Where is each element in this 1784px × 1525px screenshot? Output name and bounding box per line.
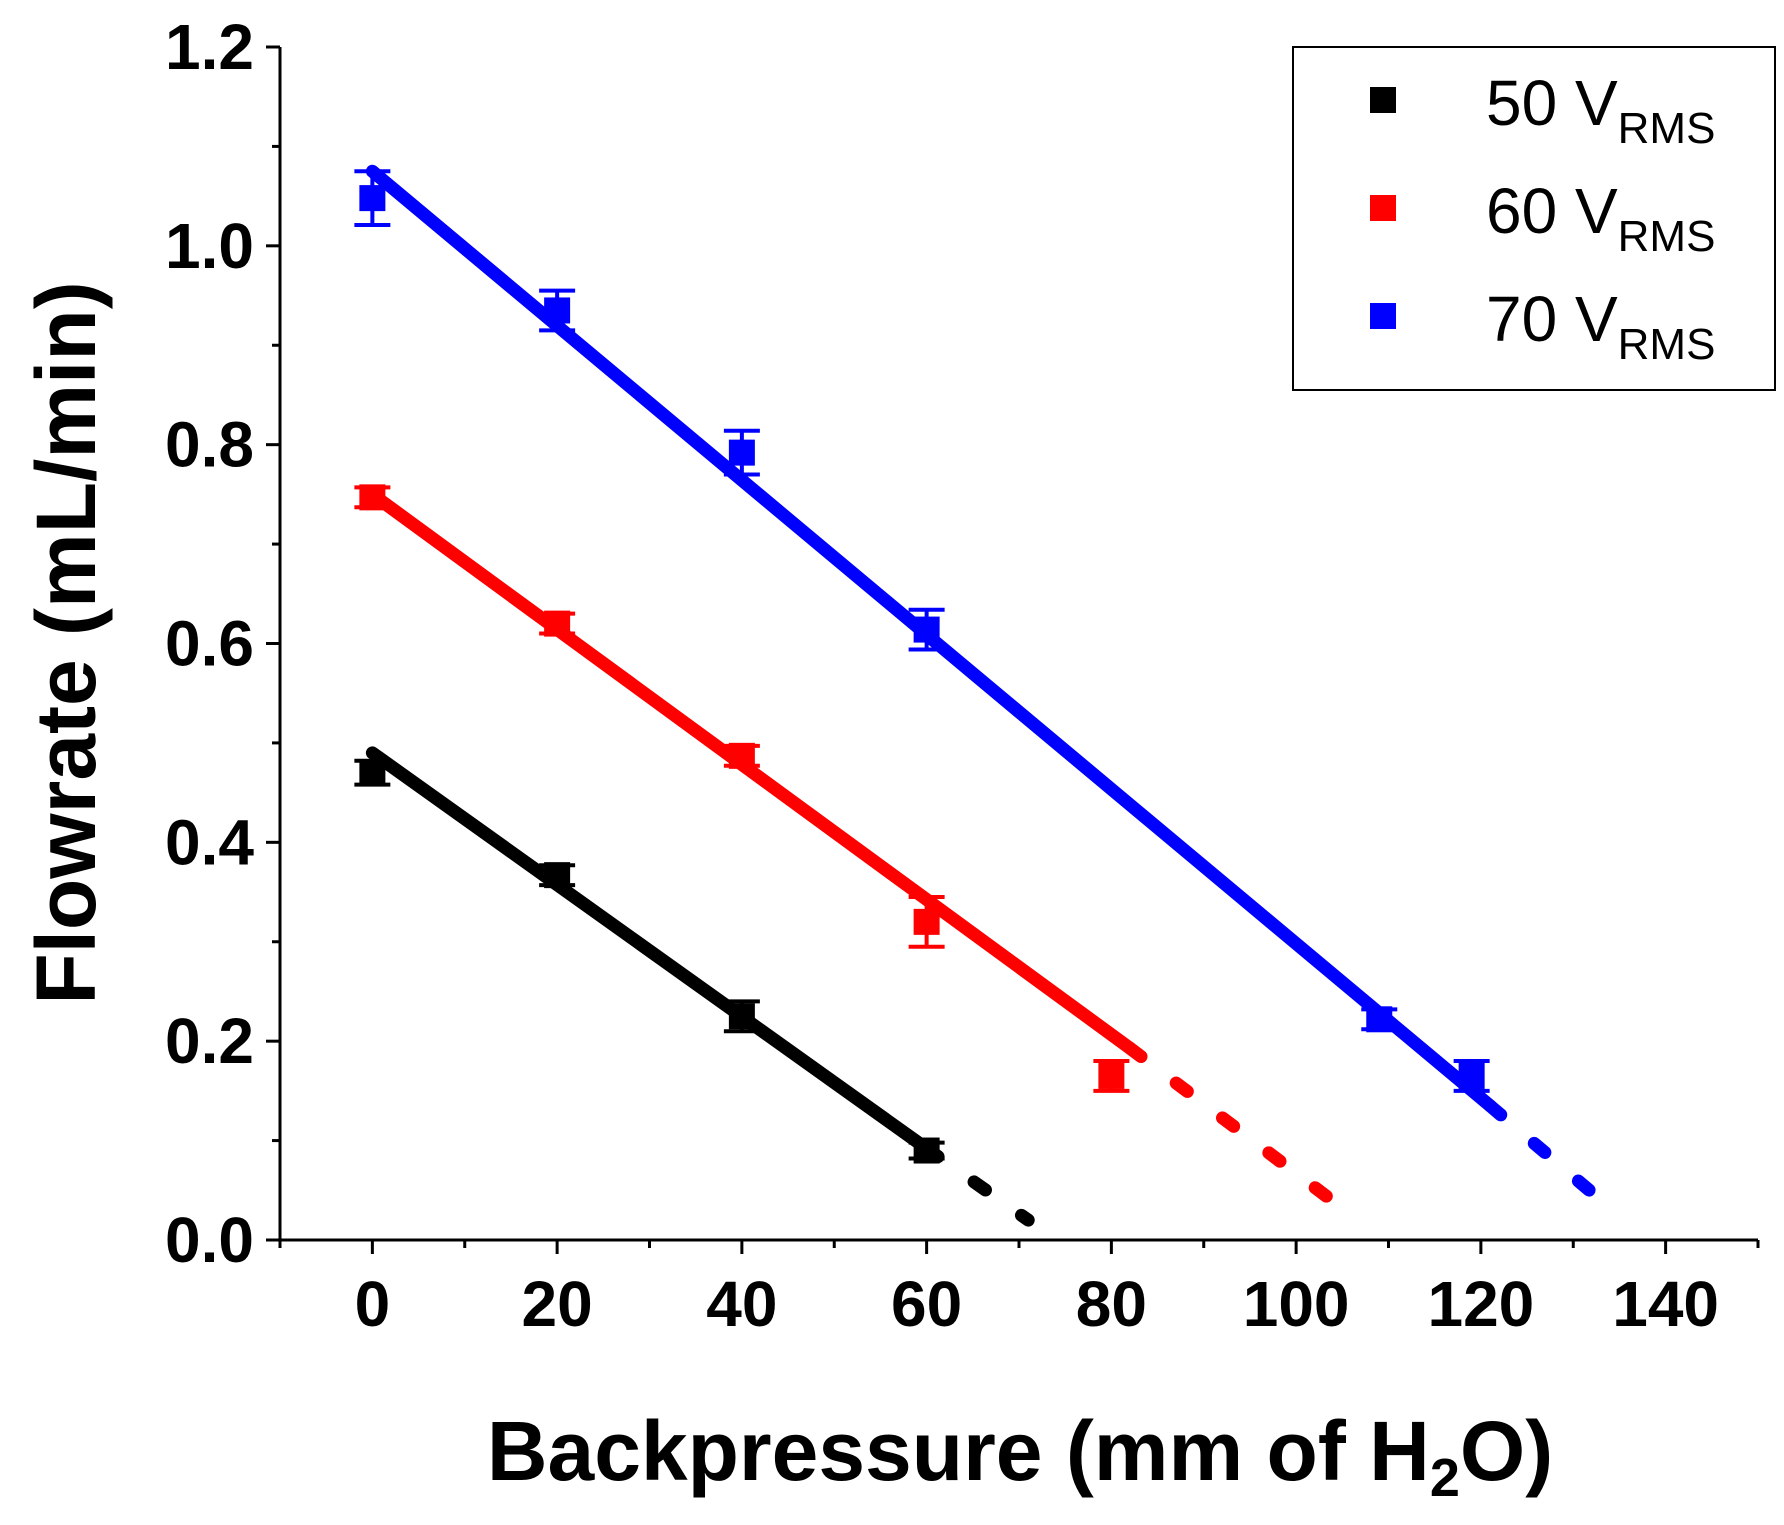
x-tick-label: 20: [522, 1268, 593, 1340]
data-point: [354, 484, 391, 511]
y-tick-label: 1.0: [165, 210, 254, 282]
axis-ticks: 0.0 0.2 0.4 0.6 0.8 1.0 1.2 0 20 40 60 80 100 120 140: [165, 11, 1760, 1340]
legend-label-main: 50 V: [1486, 67, 1618, 139]
x-axis-title-tail: O): [1460, 1404, 1553, 1498]
x-tick-label: 140: [1612, 1268, 1719, 1340]
point-marker: [359, 759, 386, 786]
point-marker: [728, 742, 755, 769]
y-tick-label: 0.8: [165, 409, 254, 481]
legend-entry-50: 50 VRMS: [1370, 67, 1715, 153]
point-marker: [728, 1003, 755, 1030]
point-marker: [544, 610, 571, 637]
y-tick-label: 0.2: [165, 1005, 254, 1077]
data-point: [539, 862, 576, 889]
data-point: [354, 169, 391, 227]
data-point: [723, 999, 760, 1034]
legend-label-main: 60 V: [1486, 175, 1618, 247]
y-tick-label: 0.0: [165, 1204, 254, 1276]
data-point: [1453, 1059, 1490, 1093]
point-marker: [728, 439, 755, 466]
data-point: [908, 895, 945, 949]
legend-label-sub: RMS: [1618, 320, 1716, 369]
y-tick-label: 1.2: [165, 11, 254, 83]
legend: 50 VRMS 60 VRMS 70 VRMS: [1292, 46, 1776, 391]
point-marker: [544, 297, 571, 324]
point-marker: [359, 484, 386, 511]
axes: [278, 47, 1758, 1242]
data-point: [723, 742, 760, 769]
data-point: [539, 288, 576, 333]
point-marker: [544, 862, 571, 889]
y-axis-title: Flowrate (mL/min): [19, 281, 113, 1004]
fit-line-dashed: [1123, 1041, 1349, 1215]
x-axis-title-sub: 2: [1430, 1448, 1460, 1508]
data-point: [908, 607, 945, 652]
point-marker: [913, 1137, 940, 1164]
x-tick-label: 80: [1076, 1268, 1147, 1340]
data-point: [723, 428, 760, 477]
x-axis-title-main: Backpressure (mm of H: [487, 1404, 1430, 1498]
data-point: [1361, 1006, 1398, 1033]
x-tick-label: 40: [706, 1268, 777, 1340]
legend-entry-60: 60 VRMS: [1370, 175, 1715, 261]
data-point: [354, 758, 391, 787]
point-marker: [1458, 1062, 1485, 1089]
x-tick-label: 60: [891, 1268, 962, 1340]
legend-marker: [1370, 303, 1396, 329]
legend-entry-70: 70 VRMS: [1370, 283, 1715, 369]
legend-label-main: 70 V: [1486, 283, 1618, 355]
legend-label: 60 VRMS: [1486, 175, 1715, 261]
fit-line-solid: [365, 487, 1137, 1055]
legend-marker: [1370, 87, 1396, 113]
data-point: [539, 610, 576, 637]
legend-label: 50 VRMS: [1486, 67, 1715, 153]
data-points: [354, 169, 1490, 1164]
point-marker: [913, 616, 940, 643]
data-point: [1093, 1059, 1130, 1093]
x-tick-label: 100: [1243, 1268, 1350, 1340]
point-marker: [1098, 1062, 1125, 1089]
x-tick-label: 120: [1427, 1268, 1534, 1340]
point-marker: [1366, 1006, 1393, 1033]
fit-line-dashed: [1483, 1099, 1608, 1207]
fit-line-solid: [365, 746, 934, 1156]
y-tick-label: 0.4: [165, 806, 254, 878]
legend-label-sub: RMS: [1618, 104, 1716, 153]
y-tick-label: 0.6: [165, 608, 254, 680]
x-axis-title: Backpressure (mm of H2O): [487, 1404, 1553, 1508]
fit-line-dashed: [920, 1142, 1035, 1227]
point-marker: [913, 908, 940, 935]
x-tick-label: 0: [355, 1268, 391, 1340]
legend-marker: [1370, 195, 1396, 221]
point-marker: [359, 185, 386, 212]
legend-label-sub: RMS: [1618, 212, 1716, 261]
legend-label: 70 VRMS: [1486, 283, 1715, 369]
data-point: [908, 1137, 945, 1164]
